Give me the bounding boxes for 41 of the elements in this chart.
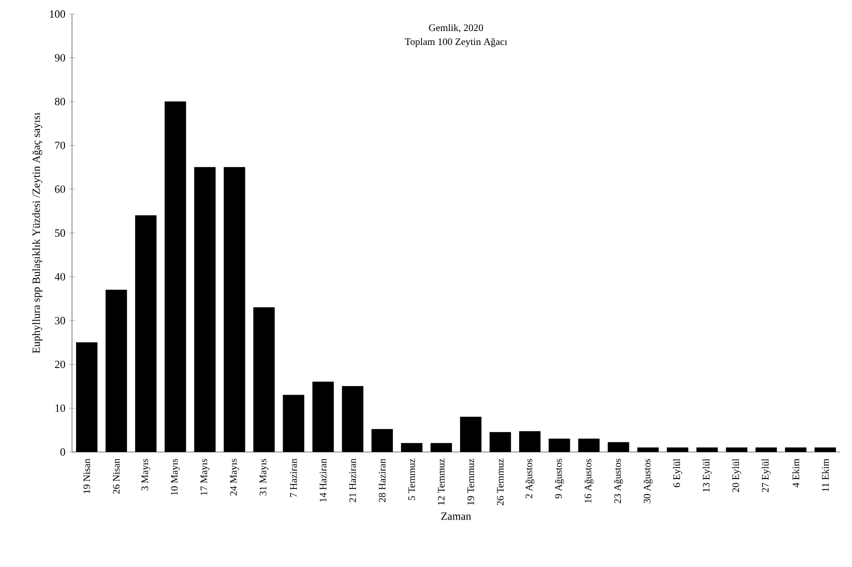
x-tick-label: 16 Ağustos xyxy=(584,458,594,503)
x-tick-label: 30 Ağustos xyxy=(644,458,652,504)
text: Gemlik, 2020 xyxy=(429,24,484,33)
text: Toplam 100 Zeytin Ağacı xyxy=(404,38,508,48)
x-tick-label: 7 Haziran xyxy=(290,458,297,497)
x-tick-label: 19 Nisan xyxy=(83,458,90,494)
x-tick-label: 5 Temmuz xyxy=(408,458,416,500)
y-tick-label: 50 xyxy=(55,229,66,237)
x-axis-title: Zaman xyxy=(441,512,472,520)
x-tick-label: 20 Eylül xyxy=(732,458,742,492)
y-tick-label: 80 xyxy=(54,98,66,106)
x-tick-label: 19 Temmuz xyxy=(467,458,474,505)
y-tick-label: 10 xyxy=(55,404,66,412)
y-tick-label: 90 xyxy=(54,54,66,62)
x-tick-label: 23 Ağustos xyxy=(614,458,623,504)
x-tick-label: 26 Nisan xyxy=(112,458,120,494)
y-tick-label: 100 xyxy=(50,10,66,18)
x-tick-label: 21 Haziran xyxy=(349,458,356,502)
x-tick-label: 12 Temmuz xyxy=(438,458,445,505)
y-tick-label: 70 xyxy=(55,142,66,150)
x-tick-label: 27 Eylül xyxy=(762,458,771,492)
x-tick-label: 6 Eylül xyxy=(673,458,682,488)
x-tick-label: 3 Mayıs xyxy=(141,458,150,490)
y-tick-label: 40 xyxy=(54,273,66,280)
x-tick-label: 17 Mayıs xyxy=(200,458,210,496)
x-tick-label: 4 Ekim xyxy=(792,458,800,488)
x-tick-label: 31 Mayıs xyxy=(260,458,268,496)
y-tick-label: 20 xyxy=(55,360,66,368)
y-axis-title: Euphyllura spp Bulaşıklık Yüzdesi /Zeytin Ağaç sayısı xyxy=(32,112,42,354)
x-tick-label: 14 Haziran xyxy=(320,458,326,502)
x-tick-label: 26 Temmuz xyxy=(496,458,504,506)
x-tick-label: 11 Ekim xyxy=(822,458,829,492)
x-tick-label: 28 Haziran xyxy=(378,458,386,502)
x-tick-label: 24 Mayıs xyxy=(230,458,239,496)
y-tick-label: 30 xyxy=(55,316,66,324)
y-tick-label: 0 xyxy=(60,448,66,456)
y-tick-label: 60 xyxy=(54,186,66,193)
x-tick-label: 2 Ağustos xyxy=(525,458,534,498)
x-tick-label: 10 Mayıs xyxy=(171,458,180,496)
x-tick-label: 13 Eylül xyxy=(702,458,712,492)
x-tick-label: 9 Ağustos xyxy=(554,458,564,498)
